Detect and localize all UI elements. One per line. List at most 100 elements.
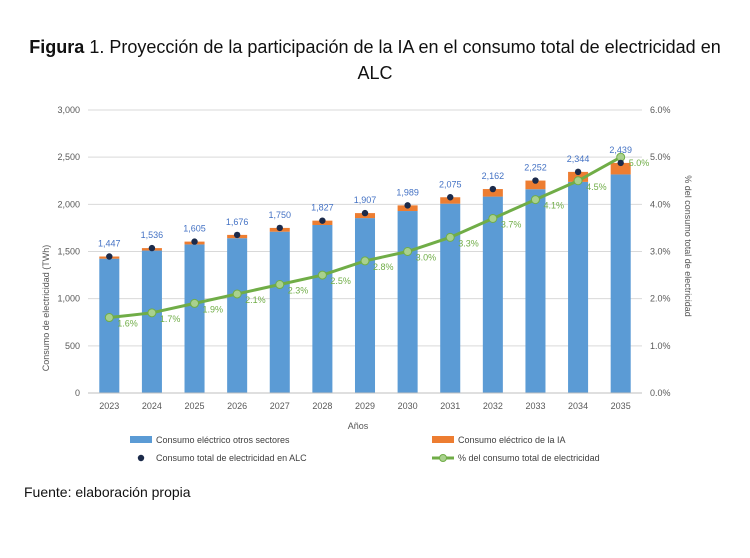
y2-tick-label: 2.0%: [650, 294, 671, 304]
x-tick-label: 2025: [185, 401, 205, 411]
bar-otros-sectores: [440, 203, 461, 393]
total-label: 1,536: [141, 230, 164, 240]
y2-tick-label: 6.0%: [650, 105, 671, 115]
pct-label: 2.8%: [373, 262, 394, 272]
total-label: 1,676: [226, 217, 249, 227]
total-point: [532, 177, 539, 184]
total-point: [574, 168, 582, 176]
total-point: [617, 159, 624, 167]
figure-number: 1.: [89, 37, 105, 57]
total-label: 2,439: [609, 145, 632, 155]
y-tick-label: 2,500: [57, 152, 80, 162]
x-tick-label: 2024: [142, 401, 162, 411]
total-point: [447, 194, 454, 201]
x-tick-label: 2030: [398, 401, 418, 411]
total-point: [404, 202, 411, 209]
x-tick-label: 2026: [227, 401, 247, 411]
x-tick-label: 2023: [99, 401, 119, 411]
pct-point: [190, 298, 200, 308]
pct-point: [573, 176, 583, 186]
pct-point: [275, 280, 285, 290]
total-label: 1,827: [311, 203, 334, 213]
total-label: 2,344: [567, 154, 590, 164]
pct-label: 3.7%: [501, 219, 522, 229]
pct-point: [530, 195, 540, 205]
pct-line: [104, 152, 626, 323]
bar-otros-sectores: [99, 258, 120, 393]
bar-otros-sectores: [610, 174, 631, 393]
y2-tick-label: 1.0%: [650, 341, 671, 351]
pct-label: 2.1%: [245, 295, 266, 305]
y2-tick-label: 0.0%: [650, 388, 671, 398]
pct-point: [317, 270, 327, 280]
figure-title-text: Proyección de la participación de la IA …: [109, 37, 721, 83]
pct-point: [488, 213, 498, 223]
total-point: [106, 253, 113, 260]
pct-point: [445, 232, 455, 242]
y-tick-label: 0: [75, 388, 80, 398]
total-point: [233, 231, 241, 239]
y-tick-label: 2,000: [57, 199, 80, 209]
pct-point: [147, 308, 157, 318]
y2-tick-label: 4.0%: [650, 199, 671, 209]
pct-point: [104, 313, 114, 323]
legend-label: Consumo total de electricidad en ALC: [156, 453, 307, 463]
y2-tick-label: 5.0%: [650, 152, 671, 162]
pct-label: 2.5%: [330, 276, 351, 286]
x-tick-label: 2033: [525, 401, 545, 411]
pct-label: 4.1%: [543, 201, 564, 211]
bar-otros-sectores: [354, 218, 376, 393]
x-tick-label: 2031: [440, 401, 460, 411]
x-axis-title: Años: [348, 421, 369, 431]
total-label: 1,605: [183, 224, 206, 234]
pct-label: 1.6%: [117, 319, 138, 329]
total-point: [148, 244, 156, 252]
legend[interactable]: Consumo eléctrico otros sectores Consumo …: [130, 435, 600, 463]
x-tick-label: 2028: [312, 401, 332, 411]
legend-label: % del consumo total de electricidad: [458, 453, 600, 463]
pct-label: 1.7%: [160, 314, 181, 324]
figure-title: Figura 1. Proyección de la participación…: [20, 34, 730, 86]
pct-label: 2.3%: [288, 286, 309, 296]
pct-point: [360, 256, 370, 266]
pct-label: 5.0%: [629, 158, 650, 168]
figure-label: Figura: [29, 37, 85, 57]
bar-ia: [610, 162, 631, 175]
bar-ia: [525, 180, 546, 190]
total-point: [489, 185, 497, 193]
total-label: 2,252: [524, 163, 547, 173]
pct-label: 3.0%: [416, 253, 437, 263]
bar-ia: [482, 189, 503, 197]
pct-label: 1.9%: [203, 304, 224, 314]
chart-container: 0 500 1,000 1,500 2,000 2,500 3,000 0.0% 1.0% 2.0…: [0, 95, 750, 480]
bar-ia: [440, 197, 461, 204]
y-tick-label: 3,000: [57, 105, 80, 115]
bar-otros-sectores: [397, 211, 418, 393]
total-point: [191, 238, 198, 245]
bar-otros-sectores: [312, 224, 333, 393]
bar-otros-sectores: [568, 181, 589, 393]
x-tick-label: 2027: [270, 401, 290, 411]
x-tick-label: 2032: [483, 401, 503, 411]
total-point: [361, 209, 369, 217]
y-axis-title: Consumo de electricidad (TWh): [41, 245, 51, 372]
total-points: [106, 159, 624, 260]
legend-swatch: [130, 436, 152, 443]
pct-label: 3.3%: [458, 238, 479, 248]
total-label: 1,447: [98, 238, 121, 248]
bar-otros-sectores: [184, 244, 205, 393]
bar-otros-sectores: [227, 238, 248, 393]
x-tick-label: 2029: [355, 401, 375, 411]
x-tick-label: 2034: [568, 401, 588, 411]
legend-swatch: [137, 454, 145, 462]
source-note: Fuente: elaboración propia: [24, 484, 191, 500]
total-point: [319, 217, 326, 224]
total-label: 1,989: [396, 187, 419, 197]
legend-label: Consumo eléctrico de la IA: [458, 435, 566, 445]
legend-label: Consumo eléctrico otros sectores: [156, 435, 290, 445]
bar-otros-sectores: [141, 250, 162, 393]
pct-label: 4.5%: [586, 182, 607, 192]
total-label: 1,907: [354, 195, 377, 205]
legend-swatch: [432, 436, 454, 443]
y-tick-label: 1,500: [57, 247, 80, 257]
